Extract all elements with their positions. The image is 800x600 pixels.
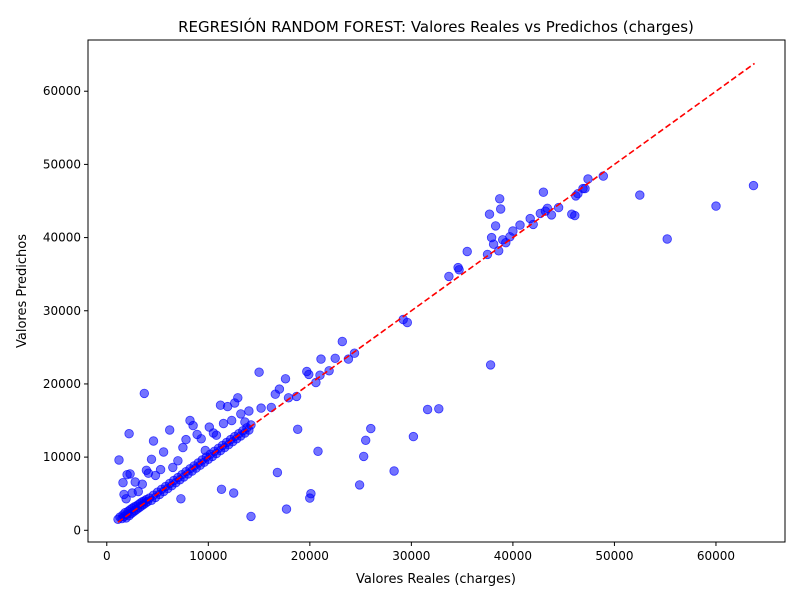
data-point xyxy=(359,451,369,462)
data-point xyxy=(490,221,501,231)
x-tick-label: 0 xyxy=(103,549,111,563)
data-point xyxy=(158,447,169,457)
data-point xyxy=(164,425,175,435)
data-point xyxy=(496,204,506,214)
data-point xyxy=(218,418,229,429)
data-point xyxy=(236,409,246,419)
data-point xyxy=(444,271,454,282)
data-point xyxy=(422,404,433,415)
data-point xyxy=(711,201,721,211)
points-layer xyxy=(113,171,759,525)
data-point xyxy=(173,456,183,466)
data-point xyxy=(133,486,144,497)
data-point xyxy=(462,246,472,257)
x-axis-label: Valores Reales (charges) xyxy=(356,572,516,587)
data-point xyxy=(354,480,365,490)
y-axis-label: Valores Predichos xyxy=(15,234,30,348)
data-point xyxy=(361,435,371,446)
data-point xyxy=(146,454,157,465)
data-point xyxy=(148,436,159,446)
data-point xyxy=(366,423,376,434)
data-point xyxy=(188,420,198,431)
data-point xyxy=(155,464,166,475)
x-tick-label: 30000 xyxy=(392,549,430,563)
data-point xyxy=(546,210,557,220)
data-point xyxy=(181,434,191,445)
data-point xyxy=(178,442,188,453)
data-point xyxy=(118,478,128,488)
data-point xyxy=(570,210,580,221)
data-point xyxy=(748,180,759,191)
data-point xyxy=(583,174,593,184)
chart-title: REGRESIÓN RANDOM FOREST: Valores Reales … xyxy=(178,17,694,36)
data-point xyxy=(408,431,419,442)
data-point xyxy=(124,429,134,439)
data-point xyxy=(330,353,340,364)
data-point xyxy=(254,367,264,377)
data-point xyxy=(211,430,222,440)
data-point xyxy=(662,234,672,244)
data-point xyxy=(240,417,250,427)
y-tick-label: 10000 xyxy=(43,450,81,464)
data-point xyxy=(244,406,254,416)
data-point xyxy=(495,194,505,204)
data-point xyxy=(508,226,518,236)
plot-frame xyxy=(87,39,786,543)
data-point xyxy=(280,374,291,384)
y-axis-ticks: 0 10000 20000 30000 40000 50000 60000 xyxy=(43,84,88,537)
data-point xyxy=(272,467,283,478)
data-point xyxy=(515,220,525,230)
data-point xyxy=(121,494,131,504)
data-point xyxy=(306,489,316,499)
x-tick-label: 50000 xyxy=(595,549,633,563)
reference-line xyxy=(117,62,756,523)
data-point xyxy=(313,446,323,457)
x-axis-ticks: 0 10000 20000 30000 40000 50000 60000 xyxy=(103,542,735,563)
data-point xyxy=(246,511,256,522)
y-tick-label: 30000 xyxy=(43,304,81,318)
y-tick-label: 0 xyxy=(73,523,81,537)
data-point xyxy=(635,190,645,200)
data-point xyxy=(454,265,464,275)
data-point xyxy=(228,488,239,498)
data-point xyxy=(485,360,496,370)
data-point xyxy=(168,462,178,473)
data-point xyxy=(196,434,206,444)
data-point xyxy=(538,187,549,197)
data-point xyxy=(256,403,266,413)
y-tick-label: 50000 xyxy=(43,157,81,171)
data-point xyxy=(125,469,135,479)
data-point xyxy=(488,239,499,249)
y-tick-label: 40000 xyxy=(43,231,81,245)
data-point xyxy=(176,494,186,504)
x-tick-label: 10000 xyxy=(189,549,227,563)
data-point xyxy=(137,479,148,489)
data-point xyxy=(233,393,243,403)
data-point xyxy=(337,336,348,347)
data-point xyxy=(402,317,413,328)
data-point xyxy=(216,484,227,495)
data-point xyxy=(293,424,303,435)
x-tick-label: 40000 xyxy=(494,549,532,563)
data-point xyxy=(274,384,285,394)
data-point xyxy=(114,455,124,465)
data-point xyxy=(389,466,399,476)
data-point xyxy=(434,404,444,414)
data-point xyxy=(226,415,237,426)
y-tick-label: 60000 xyxy=(43,84,81,98)
data-point xyxy=(316,354,326,364)
x-tick-label: 60000 xyxy=(697,549,735,563)
data-point xyxy=(139,388,150,399)
plot-area xyxy=(113,62,759,525)
data-point xyxy=(484,209,495,219)
x-tick-label: 20000 xyxy=(291,549,329,563)
data-point xyxy=(283,393,294,403)
data-point xyxy=(281,504,292,514)
data-point xyxy=(200,445,211,456)
y-tick-label: 20000 xyxy=(43,377,81,391)
data-point xyxy=(304,369,314,380)
